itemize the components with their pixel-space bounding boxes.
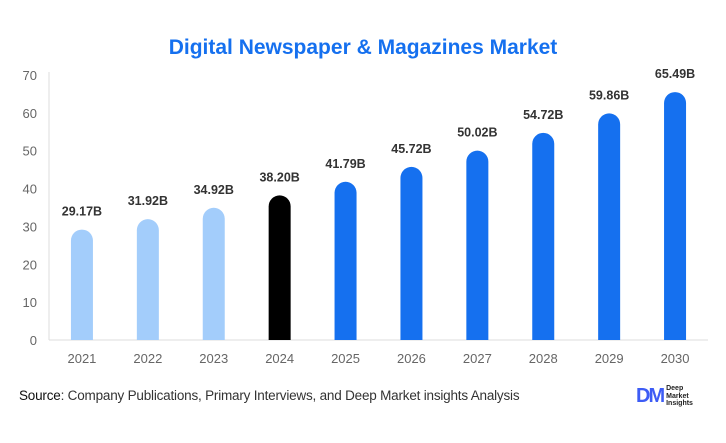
data-label: 54.72B <box>523 108 563 122</box>
logo-mark: DM <box>636 385 665 407</box>
data-label: 38.20B <box>259 170 299 184</box>
bar <box>598 113 621 340</box>
logo-line: Market <box>666 392 689 400</box>
source-label: Source <box>19 388 61 403</box>
logo-text: Deep Market Insights <box>666 385 693 408</box>
y-tick-label: 40 <box>23 182 37 197</box>
x-tick-label: 2022 <box>133 351 162 366</box>
source-note: Source: Company Publications, Primary In… <box>19 388 520 403</box>
x-tick-label: 2025 <box>331 351 360 366</box>
logo-line: Insights <box>666 400 693 408</box>
data-label: 65.49B <box>655 67 695 81</box>
x-tick-label: 2024 <box>265 351 294 366</box>
y-tick-label: 50 <box>23 144 37 159</box>
data-label: 29.17B <box>62 205 102 219</box>
chart-title: Digital Newspaper & Magazines Market <box>168 36 558 59</box>
x-tick-label: 2023 <box>199 351 228 366</box>
bar <box>268 195 291 340</box>
bar <box>70 229 93 340</box>
y-tick-label: 70 <box>23 68 37 83</box>
data-label: 59.86B <box>589 88 629 102</box>
bar <box>334 181 357 340</box>
bar <box>664 92 687 340</box>
x-tick-label: 2026 <box>397 351 426 366</box>
bar <box>400 166 423 340</box>
x-tick-label: 2029 <box>595 351 624 366</box>
x-tick-label: 2030 <box>661 351 690 366</box>
y-tick-label: 60 <box>23 106 37 121</box>
x-tick-label: 2021 <box>67 351 96 366</box>
y-tick-label: 0 <box>30 333 37 348</box>
logo: DM Deep Market Insights <box>636 385 693 408</box>
bar <box>532 132 555 340</box>
data-label: 45.72B <box>391 142 431 156</box>
y-tick-label: 30 <box>23 219 37 234</box>
data-label: 31.92B <box>128 194 168 208</box>
bar <box>466 150 489 340</box>
y-tick-label: 10 <box>23 295 37 310</box>
x-tick-label: 2028 <box>529 351 558 366</box>
data-label: 50.02B <box>457 126 497 140</box>
data-label: 41.79B <box>325 157 365 171</box>
data-label: 34.92B <box>194 183 234 197</box>
x-tick-label: 2027 <box>463 351 492 366</box>
source-text: : Company Publications, Primary Intervie… <box>60 388 520 403</box>
y-tick-label: 20 <box>23 257 37 272</box>
bar <box>136 219 159 340</box>
logo-line: Deep <box>666 385 684 393</box>
bar <box>202 207 225 340</box>
